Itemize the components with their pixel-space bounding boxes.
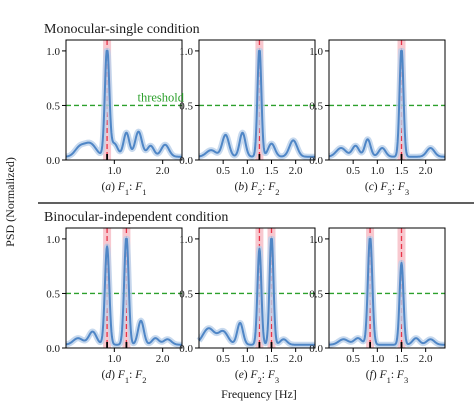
psd-curve: [328, 237, 446, 346]
x-tick-label: 1.0: [370, 353, 384, 365]
y-tick-label: 0.5: [309, 100, 323, 112]
y-tick-label: 0.0: [46, 155, 60, 167]
x-tick-label: 0.5: [346, 353, 360, 365]
section-title-monocular: Monocular-single condition: [44, 22, 200, 37]
x-tick-label: 1.5: [265, 165, 279, 177]
x-tick-label: 1.5: [395, 353, 409, 365]
panel-5: 0.0 0.5 1.0 0.5 1.0 1.5 2.0 (f) F1: F3: [309, 227, 448, 385]
y-tick-label: 0.5: [179, 288, 193, 300]
x-tick-label: 2.0: [156, 165, 170, 177]
threshold-label: threshold: [137, 90, 184, 104]
x-tick-label: 1.0: [240, 165, 254, 177]
y-tick-label: 0.0: [46, 343, 60, 355]
plot-frame: [328, 227, 446, 349]
x-tick-label: 0.5: [216, 165, 230, 177]
panel-caption: (b) F2: F2: [235, 181, 280, 197]
y-tick-label: 1.0: [46, 234, 60, 246]
panel-2: 0.0 0.5 1.0 0.5 1.0 1.5 2.0 (c) F3: F3: [309, 39, 448, 197]
y-tick-label: 1.0: [179, 234, 193, 246]
x-tick-label: 1.0: [107, 353, 121, 365]
psd-band: [326, 235, 448, 348]
plot-frame: [65, 39, 183, 161]
panel-caption: (a) F1: F1: [102, 181, 147, 197]
x-tick-label: 2.0: [289, 165, 303, 177]
psd-curve: [198, 237, 316, 346]
y-tick-label: 0.0: [179, 155, 193, 167]
y-tick-label: 0.5: [179, 100, 193, 112]
y-tick-label: 0.0: [309, 343, 323, 355]
x-tick-label: 2.0: [419, 353, 433, 365]
x-tick-label: 1.0: [370, 165, 384, 177]
x-tick-label: 2.0: [156, 353, 170, 365]
panel-0: 0.0 0.5 1.0 1.0 2.0 (a) F1: F1 threshold: [46, 39, 185, 197]
y-tick-label: 0.5: [46, 100, 60, 112]
x-tick-label: 1.0: [240, 353, 254, 365]
plot-frame: [328, 39, 446, 161]
plot-frame: [198, 39, 316, 161]
y-tick-label: 1.0: [179, 46, 193, 58]
panel-caption: (d) F1: F2: [102, 369, 147, 385]
x-tick-label: 0.5: [346, 165, 360, 177]
y-tick-label: 1.0: [46, 46, 60, 58]
psd-curve: [65, 49, 183, 158]
y-tick-label: 1.0: [309, 234, 323, 246]
y-tick-label: 0.5: [309, 288, 323, 300]
panel-caption: (e) F2: F3: [235, 369, 279, 385]
y-axis-label: PSD (Normalized): [3, 157, 17, 247]
panel-caption: (f) F1: F3: [366, 369, 408, 385]
panel-1: 0.0 0.5 1.0 0.5 1.0 1.5 2.0 (b) F2: F2: [179, 39, 318, 197]
panels: 0.0 0.5 1.0 1.0 2.0 (a) F1: F1 threshold 0.0 0.5…: [46, 39, 448, 385]
panel-3: 0.0 0.5 1.0 1.0 2.0 (d) F1: F2: [46, 227, 185, 385]
psd-band: [326, 47, 448, 160]
x-tick-label: 0.5: [216, 353, 230, 365]
y-tick-label: 0.0: [179, 343, 193, 355]
x-tick-label: 1.5: [265, 353, 279, 365]
y-tick-label: 1.0: [309, 46, 323, 58]
x-tick-label: 2.0: [419, 165, 433, 177]
x-tick-label: 2.0: [289, 353, 303, 365]
panel-4: 0.0 0.5 1.0 0.5 1.0 1.5 2.0 (e) F2: F3: [179, 227, 318, 385]
x-axis-label: Frequency [Hz]: [221, 387, 297, 401]
y-tick-label: 0.0: [309, 155, 323, 167]
plot-frame: [198, 227, 316, 349]
psd-curve: [198, 49, 316, 158]
psd-curve: [328, 49, 446, 158]
section-title-binocular: Binocular-independent condition: [44, 210, 228, 225]
plot-frame: [65, 227, 183, 349]
panel-caption: (c) F3: F3: [365, 181, 409, 197]
psd-curve: [65, 237, 183, 346]
x-tick-label: 1.5: [395, 165, 409, 177]
x-tick-label: 1.0: [107, 165, 121, 177]
y-tick-label: 0.5: [46, 288, 60, 300]
